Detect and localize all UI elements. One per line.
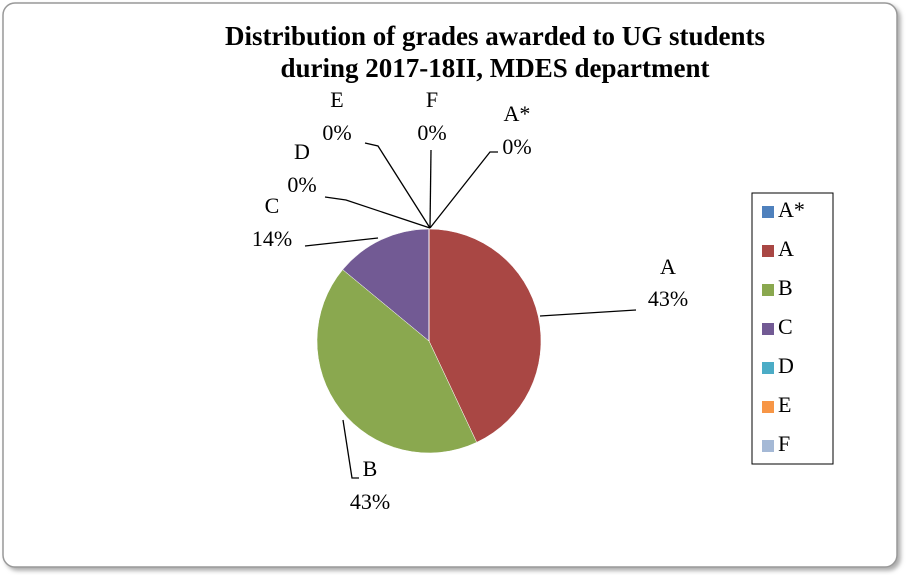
legend-label: B — [778, 275, 793, 300]
legend-swatch — [762, 245, 774, 257]
data-label: 14% — [252, 226, 292, 251]
data-label-name: D — [294, 139, 310, 164]
data-label-name: E — [330, 87, 343, 112]
leader-line — [429, 149, 432, 229]
legend-label: A — [778, 236, 794, 261]
legend-swatch — [762, 323, 774, 335]
leader-line — [342, 419, 359, 479]
data-label-name: A* — [504, 101, 531, 126]
data-label-name: A — [660, 254, 676, 279]
data-label: 43% — [648, 286, 688, 311]
leader-line — [324, 196, 431, 229]
legend-swatch — [762, 284, 774, 296]
data-label: 0% — [417, 120, 446, 145]
legend-label: C — [778, 314, 793, 339]
legend-swatch — [762, 362, 774, 374]
pie-slice — [342, 228, 430, 342]
data-label-name: B — [363, 456, 378, 481]
leader-line — [364, 142, 431, 229]
legend-swatch — [762, 206, 774, 218]
legend-swatch — [762, 401, 774, 413]
leader-line — [304, 237, 379, 247]
data-label: 0% — [502, 134, 531, 159]
pie-slice — [316, 269, 478, 454]
data-label-name: C — [265, 193, 280, 218]
legend-label: D — [778, 353, 794, 378]
data-label: 0% — [287, 172, 316, 197]
legend-swatch — [762, 440, 774, 452]
leader-line — [539, 309, 637, 317]
chart-title: Distribution of grades awarded to UG stu… — [225, 21, 765, 51]
legend-label: A* — [778, 197, 805, 222]
legend-label: E — [778, 392, 791, 417]
chart-title: during 2017-18II, MDES department — [280, 53, 709, 83]
data-label: 0% — [322, 120, 351, 145]
leader-line — [429, 151, 498, 229]
legend-label: F — [778, 431, 790, 456]
data-label: 43% — [350, 489, 390, 514]
data-label-name: F — [426, 87, 438, 112]
pie-slice — [428, 228, 542, 443]
